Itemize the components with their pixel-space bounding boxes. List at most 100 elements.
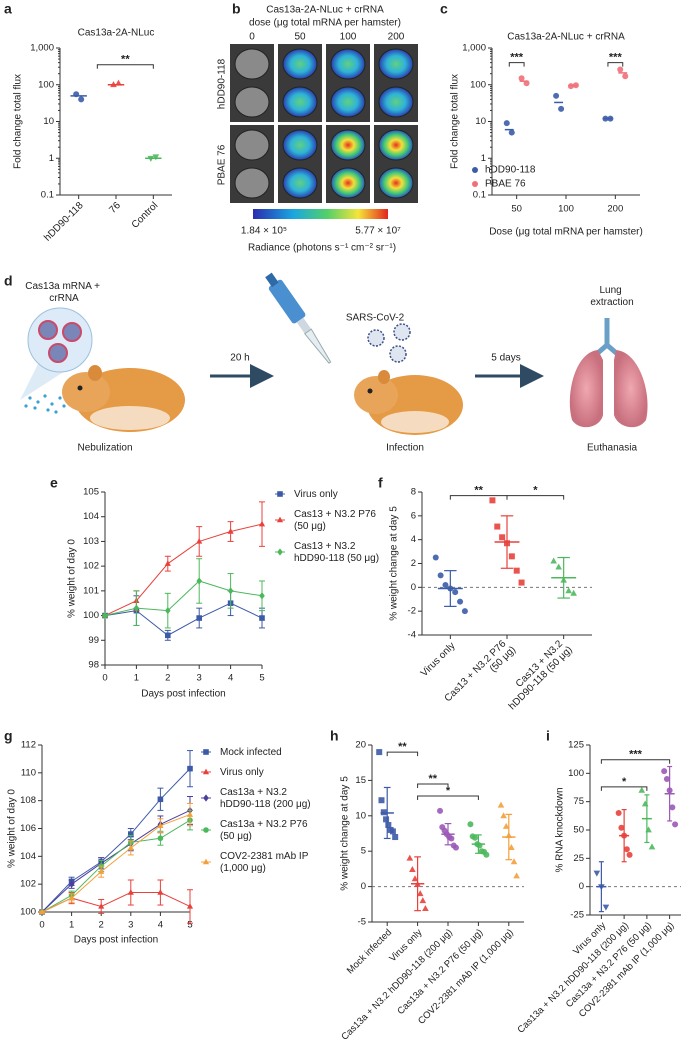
x-tick-label: 100 <box>558 204 574 215</box>
panel-subtitle: dose (μg total mRNA per hamster) <box>249 18 401 29</box>
marker <box>467 821 474 828</box>
marker <box>258 520 266 527</box>
text-line: Cas13a + N3.2 <box>220 787 290 798</box>
y-tick-label: -5 <box>358 917 366 928</box>
significance-bracket <box>600 786 648 791</box>
panel-label: b <box>232 1 241 17</box>
text-line: (1,000 μg) <box>220 863 266 874</box>
hamster-head <box>354 376 398 414</box>
marker <box>510 858 518 865</box>
marker <box>437 572 444 579</box>
marker <box>152 154 160 161</box>
legend-label: Cas13a + N3.2 P76 (50 μg) <box>220 819 310 842</box>
significance-label: *** <box>609 52 623 64</box>
interval-label: 5 days <box>491 353 520 364</box>
marker <box>508 844 515 851</box>
colorbar-min: 1.84 × 10⁵ <box>241 226 287 237</box>
marker <box>383 816 390 823</box>
marker <box>186 811 194 817</box>
y-tick-label: 1,000 <box>30 43 54 54</box>
legend-label: hDD90-118 <box>485 165 536 176</box>
marker <box>638 786 646 793</box>
step-label: Cas13a mRNA + crRNA <box>25 281 103 304</box>
marker <box>389 828 396 835</box>
x-tick-label: 5 <box>187 920 192 931</box>
y-tick-label: 1 <box>481 153 486 164</box>
marker <box>472 167 478 173</box>
marker <box>411 875 419 882</box>
marker <box>593 870 601 877</box>
series-line <box>41 768 191 913</box>
hamster-head <box>62 372 110 412</box>
legend-label: PBAE 76 <box>485 179 526 190</box>
marker <box>669 804 676 811</box>
y-tick-label: 10 <box>43 116 54 127</box>
y-tick-label: 0 <box>361 881 366 892</box>
y-tick-label: 102 <box>20 879 36 890</box>
x-axis-label: Dose (μg total mRNA per hamster) <box>489 227 643 238</box>
column-label: 50 <box>294 32 306 43</box>
marker <box>227 528 234 534</box>
colorbar-max: 5.77 × 10⁷ <box>355 226 401 237</box>
text-line: Cas13 + N3.2 <box>294 541 358 552</box>
step-label: Nebulization <box>77 443 132 454</box>
y-tick-label: 100 <box>568 768 584 779</box>
x-tick-label: 0 <box>39 920 44 931</box>
significance-bracket <box>96 64 154 69</box>
y-tick-label: 105 <box>83 487 99 498</box>
marker <box>508 553 515 560</box>
text-line: Virus only <box>220 767 264 778</box>
y-tick-label: 98 <box>88 660 99 671</box>
schematic: d Cas13a mRNA + crRNA Nebulization 20 h … <box>4 272 648 454</box>
column-label: 100 <box>340 32 357 43</box>
marker <box>618 824 625 831</box>
marker <box>203 749 209 755</box>
marker <box>672 821 679 828</box>
panel-label: h <box>330 728 339 744</box>
y-tick-label: 101 <box>83 585 99 596</box>
lung-image <box>330 48 366 80</box>
panel-label: c <box>440 1 448 17</box>
series-line <box>41 809 191 913</box>
y-tick-label: -2 <box>408 606 416 617</box>
row-label: hDD90-118 <box>217 58 228 109</box>
x-tick-label: 200 <box>607 204 623 215</box>
y-tick-label: 10 <box>475 116 486 127</box>
chart-title: Cas13a-2A-NLuc + crRNA <box>507 32 625 43</box>
significance-label: *** <box>510 52 524 64</box>
marker <box>497 801 505 808</box>
marker <box>452 844 459 851</box>
text-line: (50 μg) <box>294 521 326 532</box>
y-axis-label: Fold change total flux <box>13 74 24 169</box>
marker <box>622 73 629 80</box>
step-label: Lung extraction <box>590 285 633 308</box>
panel-label: g <box>4 728 13 744</box>
marker <box>602 904 610 911</box>
x-tick-label: 1 <box>134 673 139 684</box>
marker <box>186 903 194 909</box>
lung-image <box>378 167 414 199</box>
nanoparticle <box>38 320 58 340</box>
x-tick-label: hDD90-118 <box>42 200 86 244</box>
marker <box>202 858 210 865</box>
x-tick-label: Cas13a + N3.2 hDD90-118 (200 μg) <box>339 927 455 1043</box>
x-tick-label: Virus only <box>419 640 458 679</box>
marker <box>277 491 283 497</box>
marker <box>196 615 202 621</box>
y-tick-label: 6 <box>411 510 416 521</box>
y-tick-label: 1,000 <box>462 43 486 54</box>
x-tick-label: 76 <box>107 200 123 216</box>
marker <box>38 908 46 915</box>
legend-label: Virus only <box>220 767 264 778</box>
marker <box>406 854 414 861</box>
marker <box>518 579 525 586</box>
marker <box>157 796 164 803</box>
marker <box>422 904 429 911</box>
text-line: Cas13a + N3.2 P76 <box>220 819 310 830</box>
column-label: 200 <box>388 32 405 43</box>
virus-label: SARS-CoV-2 <box>346 313 405 324</box>
marker <box>98 903 105 909</box>
chart-title: Cas13a-2A-NLuc <box>78 28 155 39</box>
marker <box>416 890 424 897</box>
